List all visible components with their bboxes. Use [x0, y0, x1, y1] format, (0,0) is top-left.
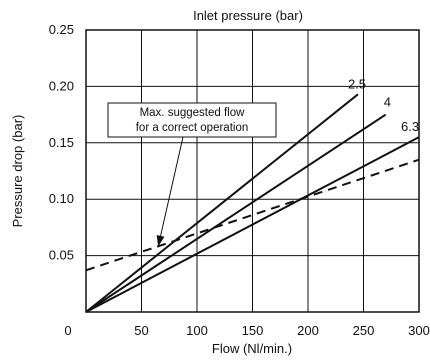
- grid: [86, 30, 419, 312]
- series-labels: 2.5 4 6.3: [348, 76, 419, 134]
- plot-frame: [85, 29, 420, 313]
- series-label: 6.3: [401, 119, 419, 134]
- inlet-pressure-label: Inlet pressure (bar): [193, 8, 303, 23]
- y-axis-ticks: 0.05 0.10 0.15 0.20 0.25: [49, 22, 74, 263]
- max-flow-annotation: Max. suggested flow for a correct operat…: [107, 102, 277, 247]
- x-tick-label: 50: [134, 323, 148, 338]
- annotation-box: [107, 102, 277, 138]
- series-label: 4: [384, 95, 391, 110]
- y-tick-label: 0.25: [49, 22, 74, 37]
- x-axis-ticks: 0 50 100 150 200 250 300: [64, 323, 429, 338]
- series-lines: [85, 93, 420, 313]
- y-tick-label: 0.10: [49, 191, 74, 206]
- y-tick-label: 0.20: [49, 78, 74, 93]
- annotation-line-2: for a correct operation: [136, 122, 249, 134]
- y-tick-label: 0.05: [49, 248, 74, 263]
- annotation-arrowhead: [156, 234, 165, 247]
- x-tick-label: 250: [353, 323, 375, 338]
- x-tick-label: 200: [297, 323, 319, 338]
- series-line: [85, 113, 387, 313]
- y-axis-label: Pressure drop (bar): [10, 115, 25, 228]
- y-tick-label: 0.15: [49, 135, 74, 150]
- annotation-arrow: [157, 136, 184, 247]
- series-line: [85, 136, 420, 313]
- x-tick-label: 150: [242, 323, 264, 338]
- series-line: [85, 158, 420, 272]
- x-axis-label: Flow (Nl/min.): [212, 341, 292, 356]
- series-line: [85, 93, 359, 313]
- annotation-line-1: Max. suggested flow: [140, 107, 246, 119]
- x-tick-label: 100: [186, 323, 208, 338]
- x-tick-label: 0: [64, 323, 71, 338]
- x-tick-label: 300: [408, 323, 430, 338]
- series-label: 2.5: [348, 76, 366, 91]
